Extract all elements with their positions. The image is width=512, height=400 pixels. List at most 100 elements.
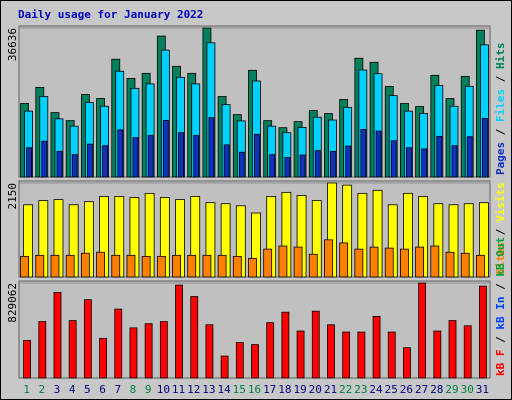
- x-tick-label: 10: [157, 383, 170, 396]
- x-tick-label: 28: [430, 383, 443, 396]
- bar: [53, 291, 62, 379]
- x-tick-label: 25: [385, 383, 398, 396]
- x-tick-label: 2: [38, 383, 45, 396]
- bar: [375, 130, 382, 178]
- bar: [308, 253, 318, 278]
- bar: [71, 154, 78, 178]
- bar: [114, 308, 123, 379]
- bar: [35, 254, 45, 278]
- x-tick-label: 4: [69, 383, 76, 396]
- y-max-label: 36636: [6, 28, 19, 61]
- bar: [102, 145, 108, 178]
- bar: [38, 321, 47, 379]
- bar: [430, 245, 440, 278]
- bar: [451, 145, 458, 178]
- x-tick-label: 19: [293, 383, 306, 396]
- legend-separator: /: [494, 122, 507, 142]
- bar: [86, 143, 93, 178]
- bar: [50, 254, 60, 278]
- x-tick-label: 14: [217, 383, 231, 396]
- bar: [357, 331, 366, 379]
- bar: [339, 242, 349, 278]
- bar: [141, 255, 151, 278]
- bar: [369, 246, 379, 278]
- bar: [172, 254, 181, 278]
- bar: [96, 251, 105, 278]
- bar: [436, 135, 443, 178]
- x-tick-label: 16: [248, 383, 261, 396]
- bar: [345, 145, 352, 178]
- bar: [421, 148, 428, 178]
- bar: [220, 355, 229, 379]
- x-tick-label: 24: [369, 383, 383, 396]
- bar: [406, 147, 412, 178]
- bar: [448, 320, 457, 379]
- bar: [26, 147, 32, 178]
- bar: [56, 150, 63, 178]
- legend-separator: /: [494, 330, 507, 350]
- bar: [384, 247, 394, 278]
- x-tick-label: 7: [114, 383, 121, 396]
- bar: [400, 248, 409, 278]
- bar: [284, 157, 291, 178]
- bar: [20, 255, 29, 278]
- legend-entry: Sites: [494, 242, 507, 275]
- x-tick-label: 8: [130, 383, 137, 396]
- bar: [202, 254, 212, 278]
- legend-entry: Hits: [494, 43, 507, 70]
- x-tick-label: 29: [445, 383, 458, 396]
- x-tick-label: 1: [23, 383, 30, 396]
- bar: [99, 337, 107, 379]
- x-tick-label: 5: [84, 383, 91, 396]
- x-tick-label: 11: [172, 383, 185, 396]
- x-tick-label: 26: [400, 383, 413, 396]
- legend-entry: Files: [494, 89, 507, 122]
- legend-entry: kB In: [494, 297, 507, 330]
- legend-separator: /: [494, 69, 507, 89]
- bar: [238, 151, 245, 178]
- bar: [372, 316, 381, 379]
- chart-title: Daily usage for January 2022: [18, 8, 203, 21]
- bar: [296, 330, 305, 379]
- bar: [217, 254, 227, 278]
- bar: [418, 282, 427, 379]
- x-tick-label: 12: [187, 383, 200, 396]
- x-tick-label: 17: [263, 383, 276, 396]
- bar: [466, 136, 473, 178]
- bar: [479, 285, 487, 379]
- bar: [263, 248, 273, 278]
- x-tick-label: 15: [233, 383, 246, 396]
- bar: [293, 246, 303, 278]
- bar: [190, 296, 199, 379]
- bar: [147, 135, 154, 178]
- legend-entry: Pages: [494, 142, 507, 175]
- bar: [342, 331, 351, 379]
- bar: [251, 344, 259, 379]
- y-max-label: 2150: [6, 183, 19, 210]
- bar: [476, 254, 485, 278]
- bar: [132, 137, 139, 178]
- bar: [144, 323, 153, 379]
- bar: [311, 310, 320, 379]
- x-tick-label: 6: [99, 383, 106, 396]
- legend-separator: /: [494, 222, 507, 242]
- bar: [208, 117, 215, 178]
- bar: [248, 258, 257, 278]
- bar: [281, 311, 290, 379]
- bar: [360, 129, 367, 178]
- bar: [269, 154, 276, 178]
- bar: [178, 132, 184, 178]
- bar: [205, 324, 214, 379]
- x-tick-label: 9: [145, 383, 152, 396]
- bar: [162, 120, 169, 178]
- legend-entry: Visits: [494, 182, 507, 222]
- bar: [445, 251, 455, 278]
- bar: [187, 254, 197, 278]
- bar: [266, 322, 275, 379]
- bar: [175, 284, 183, 379]
- x-tick-label: 3: [54, 383, 61, 396]
- bar: [324, 239, 333, 278]
- legend: Sites / Visits: [494, 182, 507, 275]
- x-tick-label: 13: [202, 383, 215, 396]
- bar: [482, 118, 488, 178]
